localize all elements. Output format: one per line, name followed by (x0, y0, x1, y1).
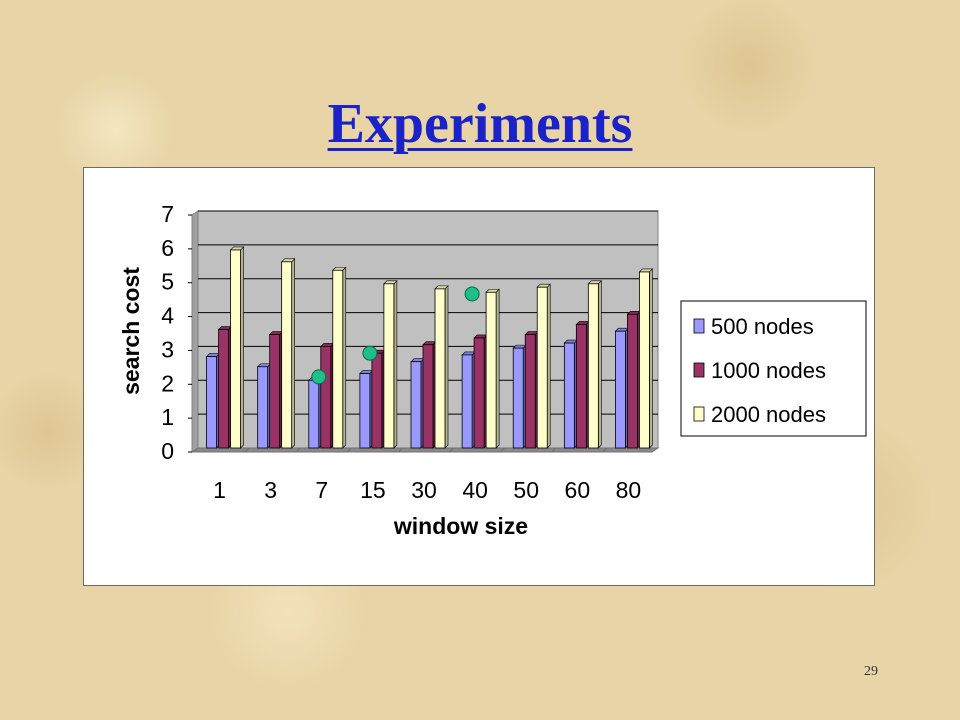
x-tick-label: 80 (616, 477, 642, 503)
category-separator (602, 447, 608, 453)
legend-box (680, 300, 867, 437)
annotation-marker (362, 345, 378, 361)
y-axis-ticks: 0 1 2 3 4 5 6 7 (161, 201, 192, 464)
bar (485, 291, 497, 449)
bar (422, 344, 434, 449)
bar-side (444, 285, 449, 449)
bar (257, 366, 269, 449)
annotation-marker (311, 369, 327, 385)
category-separator (398, 447, 403, 453)
category-separator (551, 447, 557, 453)
bar (332, 269, 344, 449)
bar-side (649, 268, 653, 449)
bar (383, 283, 395, 449)
bar-side (342, 266, 347, 449)
bar (575, 324, 587, 449)
bar (524, 334, 536, 449)
legend-swatch (693, 406, 705, 422)
x-tick-label: 50 (513, 477, 539, 503)
y-axis-label: search cost (118, 267, 144, 395)
y-tick-label: 2 (161, 370, 174, 396)
bar (434, 288, 446, 449)
chart-container: 0 1 2 3 4 5 6 7 1 3 7 15 30 40 50 60 80 search cost win… (83, 167, 875, 586)
bar (308, 379, 320, 449)
x-tick-label: 40 (462, 477, 488, 503)
slide-title: Experiments (327, 93, 633, 155)
x-tick-label: 15 (360, 477, 386, 503)
plot-floor (190, 447, 660, 453)
bar (206, 356, 217, 449)
bar (410, 361, 422, 449)
y-tick-label: 3 (161, 336, 174, 362)
x-axis-ticks: 1 3 7 15 30 40 50 60 80 (213, 477, 641, 503)
bar (218, 329, 229, 449)
bar-chart: 0 1 2 3 4 5 6 7 1 3 7 15 30 40 50 60 80 search cost win… (118, 201, 867, 539)
category-separator (500, 447, 506, 453)
x-tick-label: 7 (315, 477, 328, 503)
bar-side (546, 283, 551, 449)
bar-side (393, 280, 398, 449)
annotation-marker (464, 286, 480, 302)
bar (563, 342, 575, 449)
category-separator (295, 447, 301, 453)
y-tick-label: 0 (161, 438, 174, 464)
plot-area (190, 210, 660, 453)
bar-side (598, 280, 602, 449)
legend-label: 2000 nodes (711, 402, 826, 427)
plot-side-wall (191, 210, 199, 453)
bar (627, 313, 638, 449)
bar (230, 249, 241, 449)
category-separator (346, 447, 352, 453)
x-tick-label: 3 (264, 477, 277, 503)
bar (461, 354, 473, 449)
bar (320, 346, 332, 449)
y-tick-label: 4 (161, 303, 174, 329)
bar-side (495, 288, 500, 449)
bar (587, 283, 599, 449)
legend-swatch (693, 362, 705, 378)
category-separator (449, 447, 454, 453)
bar (371, 352, 383, 449)
bar (269, 334, 281, 449)
x-tick-label: 30 (411, 477, 437, 503)
x-tick-label: 1 (213, 477, 226, 503)
x-tick-label: 60 (565, 477, 591, 503)
x-axis-label: window size (393, 513, 528, 539)
page-number: 29 (864, 664, 878, 679)
bar (639, 271, 650, 449)
legend-label: 500 nodes (711, 314, 814, 339)
legend-label: 1000 nodes (711, 358, 826, 383)
bar-side (240, 246, 244, 449)
y-tick-label: 5 (161, 269, 174, 295)
legend-swatch (693, 318, 705, 334)
bar (473, 337, 485, 449)
y-tick-label: 1 (161, 404, 174, 430)
category-separator (244, 447, 250, 453)
bar (615, 330, 626, 449)
bar-side (291, 258, 295, 449)
bar (536, 286, 548, 449)
bar (281, 261, 293, 449)
bar (512, 347, 524, 449)
y-tick-label: 7 (161, 201, 174, 227)
y-tick-label: 6 (161, 235, 174, 261)
bar (359, 373, 371, 449)
legend: 500 nodes 1000 nodes 2000 nodes (680, 300, 867, 437)
